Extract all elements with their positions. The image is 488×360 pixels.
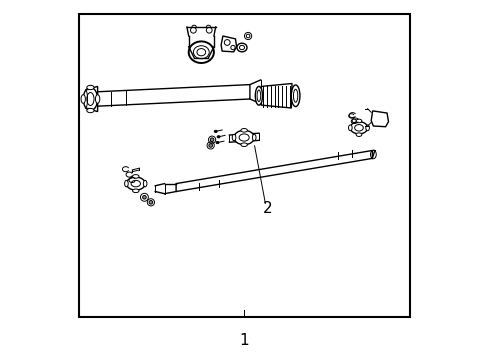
Circle shape xyxy=(149,201,152,204)
Polygon shape xyxy=(221,36,236,52)
Ellipse shape xyxy=(188,41,213,63)
Bar xyxy=(79,14,409,317)
Ellipse shape xyxy=(214,130,217,132)
Ellipse shape xyxy=(234,130,254,145)
Ellipse shape xyxy=(232,134,235,141)
Ellipse shape xyxy=(83,87,98,111)
Ellipse shape xyxy=(241,129,247,132)
Ellipse shape xyxy=(355,119,361,123)
Text: 1: 1 xyxy=(239,333,249,348)
Ellipse shape xyxy=(132,189,139,193)
Polygon shape xyxy=(261,84,291,108)
Ellipse shape xyxy=(365,125,368,131)
Ellipse shape xyxy=(349,122,367,134)
Ellipse shape xyxy=(348,125,351,131)
Ellipse shape xyxy=(241,143,247,147)
Ellipse shape xyxy=(291,85,299,107)
Ellipse shape xyxy=(237,43,246,52)
Polygon shape xyxy=(97,85,249,106)
Ellipse shape xyxy=(124,180,128,187)
Circle shape xyxy=(142,195,146,199)
Ellipse shape xyxy=(216,141,219,144)
Ellipse shape xyxy=(255,86,262,105)
Polygon shape xyxy=(91,86,98,112)
Polygon shape xyxy=(176,150,371,192)
Circle shape xyxy=(210,138,213,141)
Ellipse shape xyxy=(87,85,94,90)
Ellipse shape xyxy=(143,180,146,187)
Ellipse shape xyxy=(81,95,85,103)
Ellipse shape xyxy=(95,95,100,103)
Ellipse shape xyxy=(217,136,220,138)
Ellipse shape xyxy=(87,108,94,113)
Ellipse shape xyxy=(252,134,256,141)
Ellipse shape xyxy=(132,175,139,178)
Ellipse shape xyxy=(355,133,361,136)
Text: 2: 2 xyxy=(263,201,272,216)
Circle shape xyxy=(208,144,212,147)
Ellipse shape xyxy=(126,177,145,190)
Polygon shape xyxy=(370,111,387,127)
